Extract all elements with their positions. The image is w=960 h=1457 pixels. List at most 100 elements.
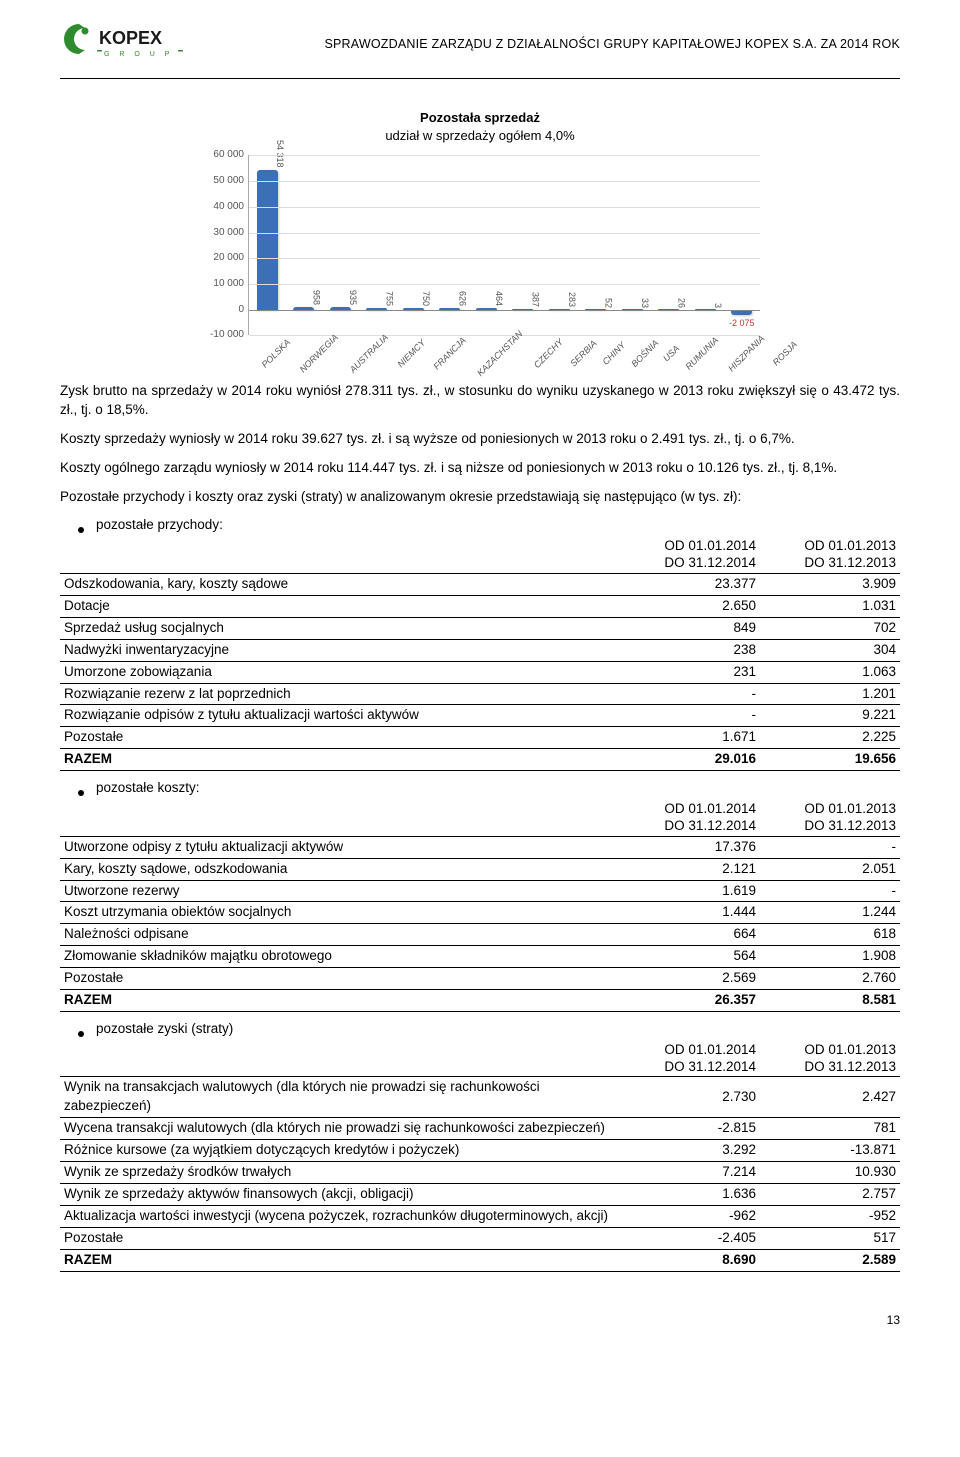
- table-row: Utworzone rezerwy1.619-: [60, 880, 900, 902]
- kopex-logo-icon: KOPEX G R O U P: [60, 20, 200, 70]
- row-value-1: 23.377: [620, 574, 760, 596]
- bar-slot: -2 075: [724, 155, 761, 335]
- total-value-2: 19.656: [760, 749, 900, 771]
- row-value-1: 1.619: [620, 880, 760, 902]
- row-value-1: 2.569: [620, 968, 760, 990]
- row-value-1: 2.121: [620, 858, 760, 880]
- table-row: Aktualizacja wartości inwestycji (wycena…: [60, 1205, 900, 1227]
- row-value-1: 238: [620, 639, 760, 661]
- table-row: Utworzone odpisy z tytułu aktualizacji a…: [60, 836, 900, 858]
- row-label: Rozwiązanie rezerw z lat poprzednich: [60, 683, 620, 705]
- y-tick-label: 20 000: [198, 251, 244, 265]
- bars-container: 54 3189589357557506264643872835233263-2 …: [249, 155, 760, 335]
- x-tick-label: RUMUNIA: [680, 332, 721, 373]
- row-value-2: 2.760: [760, 968, 900, 990]
- bar-value-label: 626: [456, 291, 469, 306]
- table-header-period2: OD 01.01.2013DO 31.12.2013: [760, 1041, 900, 1077]
- row-value-2: -: [760, 836, 900, 858]
- row-label: Wycena transakcji walutowych (dla któryc…: [60, 1118, 620, 1140]
- bar-slot: 33: [614, 155, 651, 335]
- bullet-item: pozostałe przychody:: [78, 516, 900, 535]
- report-title: SPRAWOZDANIE ZARZĄDU Z DZIAŁALNOŚCI GRUP…: [324, 36, 900, 54]
- bullet-item: pozostałe zyski (straty): [78, 1020, 900, 1039]
- x-tick-label: NIEMCY: [392, 334, 428, 370]
- table-costs: OD 01.01.2014DO 31.12.2014 OD 01.01.2013…: [60, 800, 900, 1012]
- row-label: Należności odpisane: [60, 924, 620, 946]
- table-row: Umorzone zobowiązania2311.063: [60, 661, 900, 683]
- row-label: Nadwyżki inwentaryzacyjne: [60, 639, 620, 661]
- bar-value-label: 755: [383, 291, 396, 306]
- gridline: [249, 233, 760, 234]
- bullet-label: pozostałe koszty:: [96, 779, 200, 798]
- table-row: Wynik ze sprzedaży środków trwałych7.214…: [60, 1162, 900, 1184]
- row-value-2: 1.244: [760, 902, 900, 924]
- logo-text-sub: G R O U P: [104, 51, 173, 58]
- bar-slot: 464: [468, 155, 505, 335]
- table-row: Rozwiązanie rezerw z lat poprzednich-1.2…: [60, 683, 900, 705]
- row-value-1: 3.292: [620, 1140, 760, 1162]
- y-tick-label: 40 000: [198, 200, 244, 214]
- x-tick-label: CZECHY: [529, 334, 567, 372]
- row-label: Złomowanie składników majątku obrotowego: [60, 946, 620, 968]
- bullet-icon: [78, 527, 84, 533]
- row-value-1: -: [620, 683, 760, 705]
- bar-value-label: 283: [566, 292, 579, 307]
- gridline: [249, 181, 760, 182]
- table-gains-losses: OD 01.01.2014DO 31.12.2014 OD 01.01.2013…: [60, 1041, 900, 1272]
- row-value-2: 702: [760, 617, 900, 639]
- y-tick-label: 30 000: [198, 226, 244, 240]
- x-tick-label: USA: [658, 340, 683, 365]
- bar-value-label: 958: [310, 290, 323, 305]
- row-value-2: 3.909: [760, 574, 900, 596]
- table-row: Wynik na transakcjach walutowych (dla kt…: [60, 1077, 900, 1118]
- total-value-1: 29.016: [620, 749, 760, 771]
- row-label: Dotacje: [60, 595, 620, 617]
- bar: [257, 170, 278, 310]
- bar-value-label: 387: [529, 292, 542, 307]
- bar-slot: 755: [359, 155, 396, 335]
- y-tick-label: 50 000: [198, 174, 244, 188]
- row-value-2: 2.225: [760, 727, 900, 749]
- table-header-period2: OD 01.01.2013DO 31.12.2013: [760, 537, 900, 573]
- bar-value-label: 464: [493, 291, 506, 306]
- row-value-1: 231: [620, 661, 760, 683]
- bullet-icon: [78, 1031, 84, 1037]
- gridline: [249, 258, 760, 259]
- table-header-period1: OD 01.01.2014DO 31.12.2014: [620, 537, 760, 573]
- bar-value-label: 3: [712, 303, 725, 308]
- x-tick-label: CHINY: [597, 337, 629, 369]
- row-value-2: 2.427: [760, 1077, 900, 1118]
- bar-value-label: 52: [602, 298, 615, 308]
- row-value-2: 618: [760, 924, 900, 946]
- table-row: Sprzedaż usług socjalnych849702: [60, 617, 900, 639]
- gridline: [249, 207, 760, 208]
- bar-slot: 54 318: [249, 155, 286, 335]
- bar-slot: 626: [432, 155, 469, 335]
- total-label: RAZEM: [60, 989, 620, 1011]
- row-label: Odszkodowania, kary, koszty sądowe: [60, 574, 620, 596]
- row-label: Utworzone odpisy z tytułu aktualizacji a…: [60, 836, 620, 858]
- row-value-1: 17.376: [620, 836, 760, 858]
- row-value-2: 1.063: [760, 661, 900, 683]
- bar-slot: 387: [505, 155, 542, 335]
- table-row: Pozostałe-2.405517: [60, 1227, 900, 1249]
- bar-value-label: 750: [420, 291, 433, 306]
- row-value-1: 664: [620, 924, 760, 946]
- total-value-2: 8.581: [760, 989, 900, 1011]
- row-label: Utworzone rezerwy: [60, 880, 620, 902]
- row-value-2: 10.930: [760, 1162, 900, 1184]
- row-label: Wynik ze sprzedaży aktywów finansowych (…: [60, 1183, 620, 1205]
- x-tick-label: POLSKA: [256, 334, 293, 371]
- body-paragraph: Pozostałe przychody i koszty oraz zyski …: [60, 488, 900, 507]
- total-value-1: 8.690: [620, 1249, 760, 1271]
- chart-subtitle: udział w sprzedaży ogółem 4,0%: [60, 127, 900, 145]
- row-value-2: 304: [760, 639, 900, 661]
- row-label: Pozostałe: [60, 1227, 620, 1249]
- table-row: Wynik ze sprzedaży aktywów finansowych (…: [60, 1183, 900, 1205]
- logo-text-main: KOPEX: [99, 28, 162, 48]
- header-divider: [60, 78, 900, 79]
- row-value-2: 1.201: [760, 683, 900, 705]
- table-total-row: RAZEM8.6902.589: [60, 1249, 900, 1271]
- row-label: Aktualizacja wartości inwestycji (wycena…: [60, 1205, 620, 1227]
- y-tick-label: 60 000: [198, 148, 244, 162]
